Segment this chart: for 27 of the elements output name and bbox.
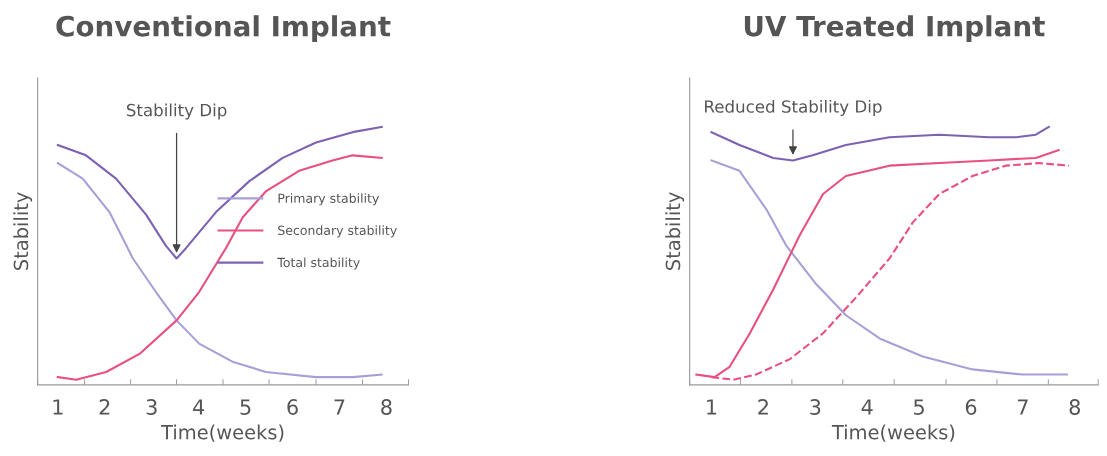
x-tick-label: 1	[707, 399, 717, 415]
y-axis-title: Stability	[13, 192, 33, 270]
legend-label: Primary stability	[278, 193, 379, 206]
y-axis-title: Stability	[665, 192, 685, 270]
x-tick-label: 2	[758, 399, 768, 415]
legend-label: Total stability	[277, 257, 360, 270]
legend-label: Secondary stability	[278, 225, 397, 238]
chart-title: UV Treated Implant	[744, 15, 1045, 43]
x-tick-label: 6	[287, 399, 298, 415]
x-tick-label: 7	[1017, 399, 1028, 415]
x-axis-title: Time(weeks)	[161, 424, 284, 442]
x-tick-label: 4	[861, 399, 873, 415]
annotation: Reduced Stability Dip	[705, 99, 882, 117]
x-tick-label: 1	[53, 399, 63, 415]
x-tick-label: 5	[240, 399, 251, 415]
x-tick-label: 8	[1069, 399, 1080, 415]
x-tick-label: 8	[381, 399, 392, 415]
annotation: Stability Dip	[126, 103, 227, 120]
x-tick-label: 7	[334, 399, 345, 415]
x-tick-label: 4	[193, 399, 205, 415]
x-tick-label: 5	[914, 399, 924, 415]
x-tick-label: 6	[965, 399, 977, 415]
x-tick-label: 3	[810, 399, 821, 415]
chart-title: Conventional Implant	[56, 15, 391, 43]
x-tick-label: 3	[146, 399, 157, 415]
x-axis-title: Time(weeks)	[831, 424, 955, 442]
x-tick-label: 2	[99, 399, 110, 415]
